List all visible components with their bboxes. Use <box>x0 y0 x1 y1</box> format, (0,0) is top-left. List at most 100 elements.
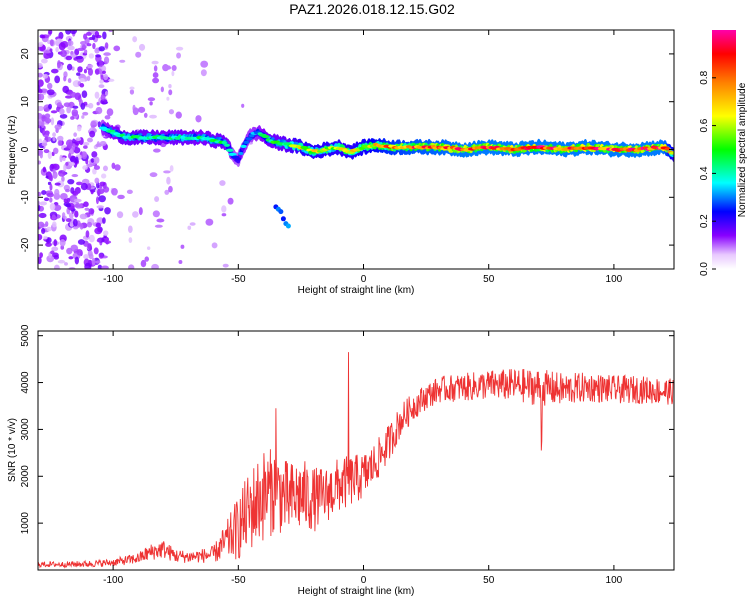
spectrogram-noise-blob <box>175 46 184 51</box>
spectrogram-noise-blob <box>103 52 111 56</box>
spectrogram-noise-blob <box>38 221 45 229</box>
spectrogram-noise-blob <box>153 65 158 72</box>
spectrogram-noise-blob <box>88 102 94 109</box>
spectrogram-frame <box>37 29 675 270</box>
spectrogram-noise-blob <box>101 173 107 179</box>
spectrogram-noise-blob <box>168 89 173 96</box>
spectrogram-noise-blob <box>79 78 85 83</box>
spectrogram-noise-blob <box>98 253 104 259</box>
spectrogram-noise-blob <box>149 101 153 106</box>
spectrogram-xtick-label: -100 <box>103 274 123 285</box>
spectrogram-xtick-label: 100 <box>606 274 623 285</box>
spectrogram-noise-blob <box>70 116 75 120</box>
spectrogram-noise-blob <box>91 151 98 158</box>
spectrogram-noise-blob <box>54 264 60 269</box>
spectrogram-noise-blob <box>82 165 88 170</box>
spectrogram-noise-blob <box>38 226 41 230</box>
spectrogram-noise-blob <box>79 223 84 230</box>
spectrogram-noise-blob <box>175 111 182 119</box>
spectrogram-noise-blob <box>189 222 196 226</box>
spectrogram-noise-blob <box>63 198 68 204</box>
spectrogram-noise-blob <box>41 58 48 64</box>
spectrogram-noise-blob <box>48 103 53 110</box>
spectrogram-noise-blob <box>68 161 76 166</box>
spectrogram-noise-blob <box>55 46 59 53</box>
spectrogram-noise-blob <box>126 189 133 195</box>
spectrogram-noise-blob <box>99 181 106 186</box>
spectrogram-noise-blob <box>41 227 46 234</box>
spectrogram-noise-blob <box>187 225 192 230</box>
spectrogram-noise-blob <box>108 78 115 82</box>
spectrogram-noise-blob <box>64 262 68 266</box>
spectrogram-ridge-core <box>240 144 247 148</box>
spectrogram-noise-blob <box>169 165 174 172</box>
spectrogram-noise-blob <box>80 102 86 110</box>
spectrogram-noise-blob <box>221 205 227 213</box>
spectrogram-noise-blob <box>205 218 214 226</box>
spectrogram-noise-blob <box>65 55 73 61</box>
spectrogram-noise-blob <box>62 157 66 162</box>
spectrogram-noise-blob <box>151 60 159 65</box>
spectrogram-noise-blob <box>127 225 133 233</box>
spectrogram-noise-blob <box>45 242 52 247</box>
snr-ytick-label: 2000 <box>20 465 31 488</box>
spectrogram-noise-blob <box>68 152 72 159</box>
spectrogram-noise-blob <box>168 84 172 89</box>
spectrogram-noise-blob <box>108 30 114 33</box>
spectrogram-noise-blob <box>73 146 81 154</box>
spectrogram-ytick-label: 20 <box>20 48 31 60</box>
spectrogram-noise-blob <box>41 190 47 195</box>
spectrogram-noise-blob <box>56 60 61 69</box>
spectrogram-noise-blob <box>111 188 118 196</box>
spectrogram-noise-blob <box>97 264 103 269</box>
spectrogram-noise-blob <box>69 91 77 98</box>
spectrogram-ridge-core <box>669 151 674 155</box>
spectrogram-noise-blob <box>129 89 135 95</box>
spectrogram-noise-blob <box>84 49 88 54</box>
spectrogram-noise-blob <box>41 142 48 147</box>
spectrogram-noise-blob <box>95 260 101 264</box>
spectrogram-noise-blob <box>195 115 202 123</box>
spectrogram-noise-blob <box>42 73 49 79</box>
spectrogram-noise-blob <box>95 54 101 58</box>
spectrogram-noise-blob <box>40 121 45 129</box>
spectrogram-noise-blob <box>38 72 43 78</box>
spectrogram-noise-blob <box>144 256 150 262</box>
spectrogram-noise-blob <box>168 185 173 193</box>
spectrogram-noise-blob <box>66 106 72 114</box>
spectrogram-noise-blob <box>86 163 94 168</box>
spectrogram-noise-blob <box>43 197 50 202</box>
spectrogram-xtick-label: 0 <box>361 274 367 285</box>
spectrogram-noise-blob <box>90 189 94 195</box>
spectrogram-noise-blob <box>86 31 92 36</box>
spectrogram-noise-blob <box>211 242 218 249</box>
spectrogram-noise-blob <box>67 45 75 51</box>
spectrogram-noise-blob <box>73 198 82 203</box>
spectrogram-noise-blob <box>65 218 72 223</box>
spectrogram-noise-blob <box>38 106 45 112</box>
spectrogram-noise-blob <box>200 60 209 68</box>
spectrogram-noise-blob <box>38 160 42 165</box>
spectrogram-noise-blob <box>137 106 146 113</box>
spectrogram-noise-blob <box>59 113 68 119</box>
spectrogram-noise-blob <box>38 233 43 241</box>
spectrogram-noise-blob <box>119 59 126 63</box>
spectrogram-noise-blob <box>51 246 59 252</box>
spectrogram-noise-blob <box>88 36 94 41</box>
spectrogram-noise-blob <box>49 203 56 211</box>
spectrogram-noise-blob <box>156 218 165 223</box>
spectrogram-ridge-core <box>245 137 253 141</box>
snr-frame <box>37 330 675 571</box>
spectrogram-noise-blob <box>59 239 66 247</box>
spectrogram-noise-blob <box>86 75 91 82</box>
spectrogram-noise-blob <box>135 51 142 58</box>
spectrogram-noise-blob <box>59 108 65 115</box>
spectrogram-noise-blob <box>81 90 88 99</box>
spectrogram-xlabel: Height of straight line (km) <box>298 285 415 296</box>
spectrogram-noise-blob <box>100 74 104 81</box>
spectrogram-noise-blob <box>76 72 81 76</box>
spectrogram-ridge-core <box>221 140 227 145</box>
spectrogram-noise-blob <box>132 211 139 218</box>
spectrogram-noise-blob <box>95 196 99 205</box>
spectrogram-noise-blob <box>89 130 96 138</box>
